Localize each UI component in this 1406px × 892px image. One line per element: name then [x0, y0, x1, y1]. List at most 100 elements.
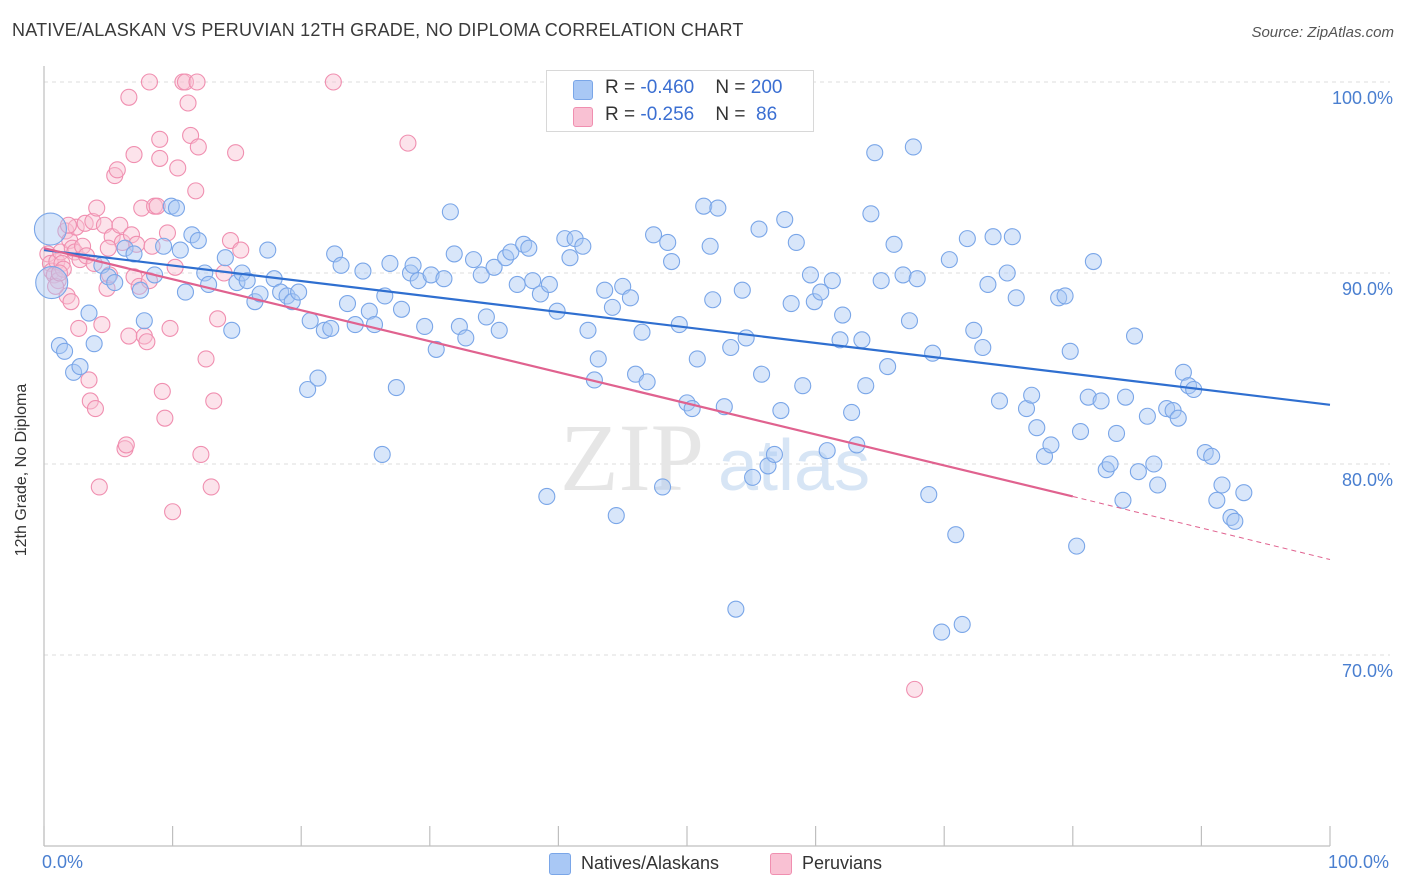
peruvian-point — [62, 293, 80, 311]
native-point — [520, 239, 538, 257]
native-point — [633, 323, 651, 341]
native-point — [1003, 228, 1021, 246]
native-point — [404, 256, 422, 274]
peruvian-point — [86, 400, 104, 418]
native-point — [1050, 289, 1068, 307]
peruvian-point — [148, 197, 166, 215]
native-point — [753, 365, 771, 383]
native-point — [776, 210, 794, 229]
y-tick-labels: 70.0% 80.0% 90.0% 100.0% — [1332, 88, 1393, 681]
native-point — [71, 358, 89, 376]
legend-label-natives: Natives/Alaskans — [581, 853, 720, 873]
native-point — [579, 321, 597, 339]
native-point — [834, 306, 852, 324]
native-point — [958, 230, 976, 248]
native-point — [189, 231, 207, 250]
peruvian-point — [151, 130, 169, 148]
native-point — [744, 468, 762, 486]
native-point — [556, 230, 574, 248]
chart-title: NATIVE/ALASKAN VS PERUVIAN 12TH GRADE, N… — [12, 20, 744, 40]
native-point — [167, 199, 186, 217]
native-point — [1017, 400, 1036, 418]
native-point — [979, 275, 997, 294]
peruvian-point — [179, 94, 197, 112]
native-point — [574, 237, 592, 255]
native-point — [228, 273, 246, 292]
native-point — [862, 205, 880, 223]
native-point — [904, 138, 922, 156]
native-point — [722, 338, 740, 357]
peruvian-point — [205, 392, 223, 410]
legend-text-peruvians: R = -0.256 N = 86 — [605, 104, 778, 125]
peruvian-point — [47, 277, 65, 295]
native-point — [135, 312, 153, 330]
native-point — [524, 272, 542, 290]
native-point — [818, 442, 836, 460]
native-point — [99, 268, 117, 286]
native-point — [1028, 419, 1046, 437]
native-point — [392, 300, 411, 318]
native-point — [309, 369, 327, 387]
native-point — [843, 403, 861, 421]
native-point — [920, 486, 938, 504]
native-point — [540, 275, 558, 294]
native-point — [670, 316, 688, 334]
native-point — [1116, 388, 1135, 406]
native-point — [472, 266, 490, 284]
source-label: Source: ZipAtlas.com — [1251, 24, 1394, 41]
native-point — [251, 285, 269, 303]
stats-legend: R = -0.460 N = 200 R = -0.256 N = 86 — [546, 70, 814, 132]
native-point — [502, 243, 520, 261]
legend-swatch-natives — [549, 853, 571, 875]
peruvian-point — [202, 478, 220, 496]
native-point — [974, 338, 992, 357]
native-point — [805, 293, 823, 311]
native-point — [853, 331, 871, 349]
peruvian-point — [99, 239, 117, 257]
native-point — [427, 340, 445, 358]
peruvian-point — [197, 350, 215, 368]
legend-label-peruvians: Peruvians — [802, 853, 883, 873]
native-point — [645, 226, 663, 244]
native-point — [709, 199, 727, 217]
native-point — [998, 264, 1016, 282]
native-point — [1226, 512, 1244, 530]
native-point — [596, 281, 614, 299]
native-point — [485, 258, 503, 276]
y-tick-label: 100.0% — [1332, 88, 1393, 108]
y-tick-label: 70.0% — [1342, 661, 1393, 681]
peruvian-point — [143, 237, 161, 255]
native-point — [1023, 386, 1041, 404]
native-point — [695, 197, 713, 215]
peruvian-point — [209, 310, 227, 328]
peruvian-point — [192, 445, 210, 464]
legend-swatch-peruvians — [573, 107, 593, 127]
native-point — [900, 312, 919, 330]
native-point — [831, 331, 849, 349]
native-point — [885, 235, 903, 253]
native-point — [477, 308, 495, 326]
native-point — [301, 312, 319, 330]
native-point — [704, 291, 722, 309]
peruvian-point — [324, 73, 342, 91]
peruvian-point — [117, 436, 135, 454]
native-point — [441, 203, 459, 221]
native-point — [857, 377, 875, 395]
peruvian-point — [176, 73, 195, 91]
native-point — [338, 295, 357, 313]
native-point — [1213, 476, 1231, 494]
native-point — [171, 241, 189, 259]
native-point — [131, 281, 149, 299]
native-point — [1079, 388, 1097, 406]
native-point — [638, 373, 656, 391]
native-point — [106, 273, 124, 292]
y-tick-label: 80.0% — [1342, 470, 1393, 490]
x-axis-max-label: 100.0% — [1328, 852, 1390, 872]
native-point — [603, 298, 621, 316]
native-point — [947, 526, 965, 544]
native-point — [663, 252, 681, 271]
native-point — [1071, 422, 1090, 441]
native-point — [1042, 436, 1060, 454]
peruvian-point — [169, 159, 187, 177]
